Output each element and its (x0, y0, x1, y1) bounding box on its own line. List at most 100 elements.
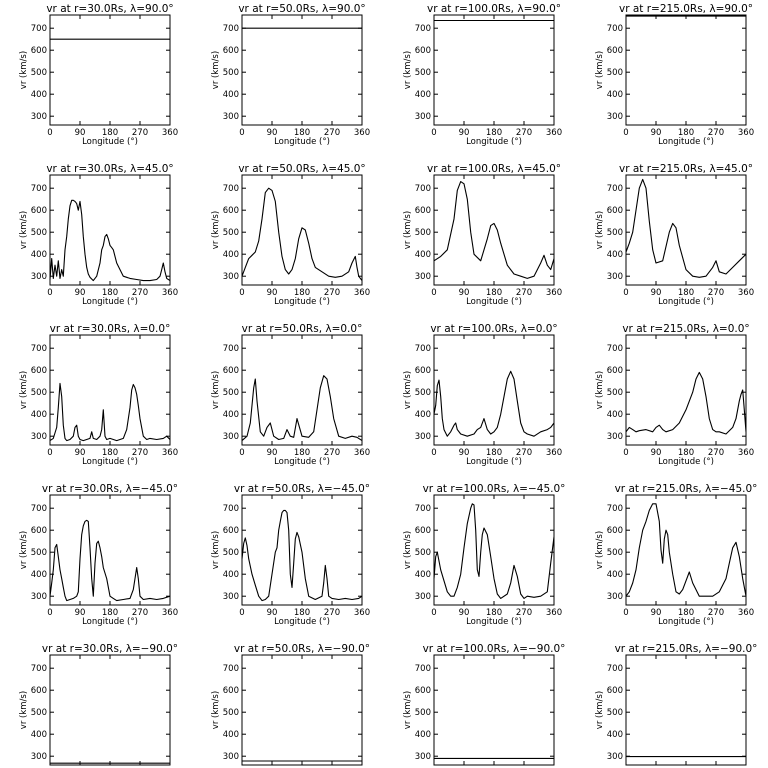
y-tick-label: 700 (223, 24, 239, 34)
speed-profile-line (625, 503, 747, 597)
y-tick-label: 700 (31, 504, 47, 514)
x-tick-label: 360 (738, 448, 754, 458)
plot-frame (49, 14, 171, 126)
y-axis-label: vr (km/s) (595, 211, 605, 249)
x-tick-label: 0 (431, 128, 436, 138)
y-tick-label: 500 (223, 548, 239, 558)
chart-panel-7: vr at r=100.0Rs, λ=45.0° 0 90 180 270 360 300 4… (403, 163, 562, 307)
x-tick-label: 270 (516, 608, 532, 618)
y-axis-label: vr (km/s) (19, 371, 29, 409)
y-axis-label: vr (km/s) (595, 531, 605, 569)
y-tick-label: 600 (415, 366, 431, 376)
y-tick-label: 300 (415, 752, 431, 762)
plot-frame (433, 14, 555, 126)
x-tick-label: 180 (486, 128, 502, 138)
y-tick-label: 600 (607, 206, 623, 216)
x-tick-label: 270 (132, 448, 148, 458)
y-tick-label: 700 (415, 504, 431, 514)
x-tick-label: 360 (162, 448, 178, 458)
y-axis-label: vr (km/s) (211, 531, 221, 569)
y-axis-label: vr (km/s) (211, 51, 221, 89)
y-tick-label: 500 (31, 388, 47, 398)
x-tick-label: 180 (294, 128, 310, 138)
y-tick-label: 700 (607, 664, 623, 674)
y-tick-label: 600 (415, 686, 431, 696)
chart-title: vr at r=50.0Rs, λ=45.0° (238, 163, 365, 175)
y-tick-label: 300 (415, 112, 431, 122)
y-tick-label: 500 (415, 388, 431, 398)
x-tick-label: 360 (162, 288, 178, 298)
speed-profile-line (433, 181, 555, 279)
plot-frame (49, 334, 171, 446)
plot-frame (625, 14, 747, 126)
x-tick-label: 360 (546, 448, 562, 458)
y-tick-label: 700 (223, 504, 239, 514)
x-tick-label: 180 (294, 608, 310, 618)
chart-panel-3: vr at r=100.0Rs, λ=90.0° 0 90 180 270 360 300 4… (403, 3, 562, 147)
x-tick-label: 0 (47, 448, 52, 458)
y-tick-label: 700 (415, 184, 431, 194)
x-tick-label: 180 (678, 288, 694, 298)
speed-profile-line (625, 371, 747, 435)
x-tick-label: 90 (651, 608, 662, 618)
y-axis-label: vr (km/s) (595, 371, 605, 409)
y-tick-label: 400 (223, 730, 239, 740)
y-tick-label: 700 (415, 344, 431, 354)
x-axis-label: Longitude (°) (466, 297, 522, 307)
chart-title: vr at r=30.0Rs, λ=−90.0° (42, 643, 178, 655)
x-axis-label: Longitude (°) (274, 137, 330, 147)
x-tick-label: 360 (354, 608, 370, 618)
plot-frame (241, 14, 363, 126)
y-tick-label: 500 (607, 228, 623, 238)
x-tick-label: 270 (516, 128, 532, 138)
y-tick-label: 300 (607, 432, 623, 442)
y-tick-label: 600 (607, 526, 623, 536)
chart-panel-13: vr at r=30.0Rs, λ=−45.0° 0 90 180 270 360 300 4… (19, 483, 178, 627)
y-tick-label: 300 (31, 592, 47, 602)
speed-profile-line (241, 187, 363, 281)
x-axis-label: Longitude (°) (466, 137, 522, 147)
chart-panel-11: vr at r=100.0Rs, λ=0.0° 0 90 180 270 360 300 40… (403, 323, 562, 467)
x-axis-label: Longitude (°) (658, 137, 714, 147)
x-tick-label: 0 (47, 288, 52, 298)
x-tick-label: 90 (459, 448, 470, 458)
x-tick-label: 90 (459, 608, 470, 618)
y-tick-label: 700 (607, 24, 623, 34)
speed-profile-line (49, 199, 171, 282)
y-tick-label: 300 (415, 272, 431, 282)
x-tick-label: 270 (132, 128, 148, 138)
x-axis-label: Longitude (°) (466, 617, 522, 627)
y-tick-label: 600 (415, 46, 431, 56)
speed-profile-line (49, 382, 171, 442)
x-tick-label: 180 (678, 608, 694, 618)
y-tick-label: 700 (31, 664, 47, 674)
chart-panel-8: vr at r=215.0Rs, λ=45.0° 0 90 180 270 360 300 4… (595, 163, 754, 307)
y-tick-label: 700 (415, 24, 431, 34)
y-tick-label: 400 (31, 570, 47, 580)
x-tick-label: 0 (431, 448, 436, 458)
x-axis-label: Longitude (°) (274, 297, 330, 307)
chart-title: vr at r=30.0Rs, λ=45.0° (46, 163, 173, 175)
chart-title: vr at r=215.0Rs, λ=0.0° (622, 323, 749, 335)
y-tick-label: 400 (415, 90, 431, 100)
x-axis-label: Longitude (°) (658, 457, 714, 467)
x-tick-label: 180 (486, 288, 502, 298)
chart-title: vr at r=215.0Rs, λ=−45.0° (615, 483, 758, 495)
y-tick-label: 500 (415, 228, 431, 238)
x-tick-label: 0 (239, 608, 244, 618)
x-tick-label: 360 (162, 128, 178, 138)
y-tick-label: 500 (415, 708, 431, 718)
chart-title: vr at r=50.0Rs, λ=−45.0° (234, 483, 370, 495)
x-tick-label: 0 (239, 288, 244, 298)
y-axis-label: vr (km/s) (403, 51, 413, 89)
chart-title: vr at r=30.0Rs, λ=−45.0° (42, 483, 178, 495)
y-axis-label: vr (km/s) (211, 371, 221, 409)
chart-panel-14: vr at r=50.0Rs, λ=−45.0° 0 90 180 270 360 300 4… (211, 483, 370, 627)
y-tick-label: 300 (223, 592, 239, 602)
y-tick-label: 400 (415, 250, 431, 260)
speed-profile-line (433, 503, 555, 599)
x-tick-label: 90 (459, 288, 470, 298)
y-tick-label: 300 (607, 112, 623, 122)
y-axis-label: vr (km/s) (19, 211, 29, 249)
y-axis-label: vr (km/s) (595, 51, 605, 89)
